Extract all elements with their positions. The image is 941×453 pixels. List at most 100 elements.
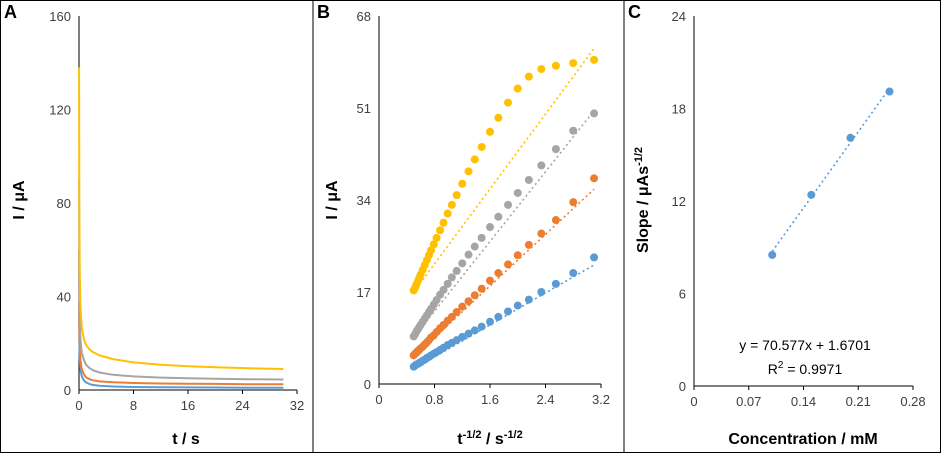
panel-a-x-tick-label: 24 [235,398,249,413]
panel-a-x-tick-label: 32 [290,398,304,413]
panel-b-point-gray [551,145,560,154]
panel-b-x-tick-label: 2.4 [536,392,554,407]
panel-b-x-axis-title-base: t [457,431,463,448]
panel-b-point-gray [439,285,448,294]
panel-a-y-tick-label: 40 [57,290,71,305]
panel-b-trendline-yellow [413,47,595,293]
panel-b-point-gray [486,223,494,232]
panel-b-point-orange [524,240,533,249]
panel-b-x-tick-label: 0.8 [425,392,443,407]
panel-c-r-label: R [768,361,778,377]
panel-c-trendline [771,87,891,252]
panel-b-point-yellow [513,84,522,93]
panel-b-point-yellow [436,226,445,235]
panel-b-point-blue [470,326,479,335]
panel-b-point-yellow [551,61,560,70]
panel-b-point-orange [470,291,479,300]
panel-a-axes: 0 8 16 24 32 0 40 80 120 160 [49,9,304,413]
panel-b-point-orange [504,260,513,269]
panel-c-y-axis-title-sup: -1/2 [633,147,645,166]
panel-c-x-tick-label: 0.21 [846,394,871,409]
panel-b-x-axis-title: t-1/2 / s-1/2 [457,429,523,448]
panel-b-point-blue [551,279,560,288]
panel-b-point-yellow [477,142,486,151]
panel-b-point-yellow [439,218,448,227]
panel-c-y-tick-label: 18 [672,102,686,117]
panel-c-y-tick-label: 24 [672,9,686,24]
panel-b-series [409,55,599,371]
panel-b-x-tick-label: 1.6 [481,392,499,407]
panel-b-point-orange [513,251,522,260]
panel-a-y-tick-label: 120 [49,103,71,118]
panel-b-point-orange [551,216,560,225]
panel-a-x-tick-label: 8 [130,398,137,413]
panel-a-y-tick-label: 160 [49,9,71,24]
panel-b-point-orange [590,174,599,183]
panel-b-y-tick-label: 0 [364,377,371,392]
panel-b-y-tick-label: 34 [357,193,371,208]
panel-c-y-axis-title-base: Slope / μAs [635,166,652,253]
panel-b-point-blue [524,295,533,304]
panel-b-letter: B [317,2,330,22]
panel-c-series [768,87,894,259]
panel-b-point-blue [569,269,578,278]
panel-b-point-yellow [447,200,456,209]
panel-a-series-line-gray [78,179,284,381]
panel-c-r-value: = 0.9971 [783,361,842,377]
panel-c-y-axis-title: Slope / μAs-1/2 [633,147,652,253]
panel-b-point-blue [464,329,473,338]
panel-b-point-orange [458,302,467,311]
panel-b-x-axis-title-sup1: -1/2 [463,429,482,441]
panel-a-y-axis-title: I / μA [11,180,28,220]
panel-b-point-gray [513,188,522,197]
panel-b-point-yellow [524,72,533,81]
panel-c-y-tick-label: 12 [672,194,686,209]
panel-b-x-tick-label: 3.2 [592,392,610,407]
panel-a-x-axis-title: t / s [172,431,200,448]
panel-c-y-tick-label: 6 [679,287,686,302]
panel-b-x-axis-title-sup2: -1/2 [504,429,523,441]
panel-c-x-tick-label: 0 [690,394,697,409]
panel-b-axes: 0 0.8 1.6 2.4 3.2 0 17 34 51 68 [357,9,611,407]
panel-a-x-tick-label: 0 [75,398,82,413]
panel-b-point-gray [569,126,578,135]
panel-b-point-yellow [429,240,438,249]
panel-b-point-yellow [443,209,452,218]
panel-c-y-tick-label: 0 [679,379,686,394]
panel-b-point-yellow [494,113,503,122]
panel-c-x-tick-label: 0.07 [736,394,761,409]
panel-b-y-tick-label: 68 [357,9,371,24]
panel-b-point-yellow [486,127,494,136]
panel-b-point-yellow [504,98,513,107]
panel-a-x-tick-label: 16 [181,398,195,413]
panel-b-point-gray [443,279,452,288]
panel-b-point-yellow [590,55,599,64]
panel-b-point-gray [537,161,546,170]
panel-b-point-yellow [452,191,461,200]
panel-b-point-orange [537,229,546,238]
panel-b-point-yellow [470,155,479,164]
panel-c: C 0 0.07 0.14 0.21 0.28 0 6 12 18 24 y = 70.577x … [628,2,926,448]
panel-b-point-yellow [432,233,441,242]
panel-b-point-orange [569,198,578,207]
panel-c-x-tick-label: 0.28 [900,394,925,409]
panel-b-point-blue [513,301,522,310]
panel-b-point-blue [537,288,546,296]
panel-b-y-tick-label: 51 [357,101,371,116]
panel-c-point [768,250,777,259]
panel-a-series-line-yellow [78,67,284,370]
panel-a-y-tick-label: 0 [64,383,71,398]
panel-b-y-axis-title: I / μA [324,180,341,220]
panel-b-trendlines [413,47,595,370]
panel-b-point-orange [464,297,473,306]
panel-c-r-sup: 2 [778,360,784,371]
panel-b-point-yellow [458,179,467,188]
panel-b-point-blue [494,312,503,321]
panel-c-letter: C [628,2,641,22]
panel-a-series-line-orange [78,249,284,386]
panel-b-point-yellow [464,167,473,176]
panel-b-point-orange [486,276,494,285]
panel-b-point-blue [458,332,467,341]
